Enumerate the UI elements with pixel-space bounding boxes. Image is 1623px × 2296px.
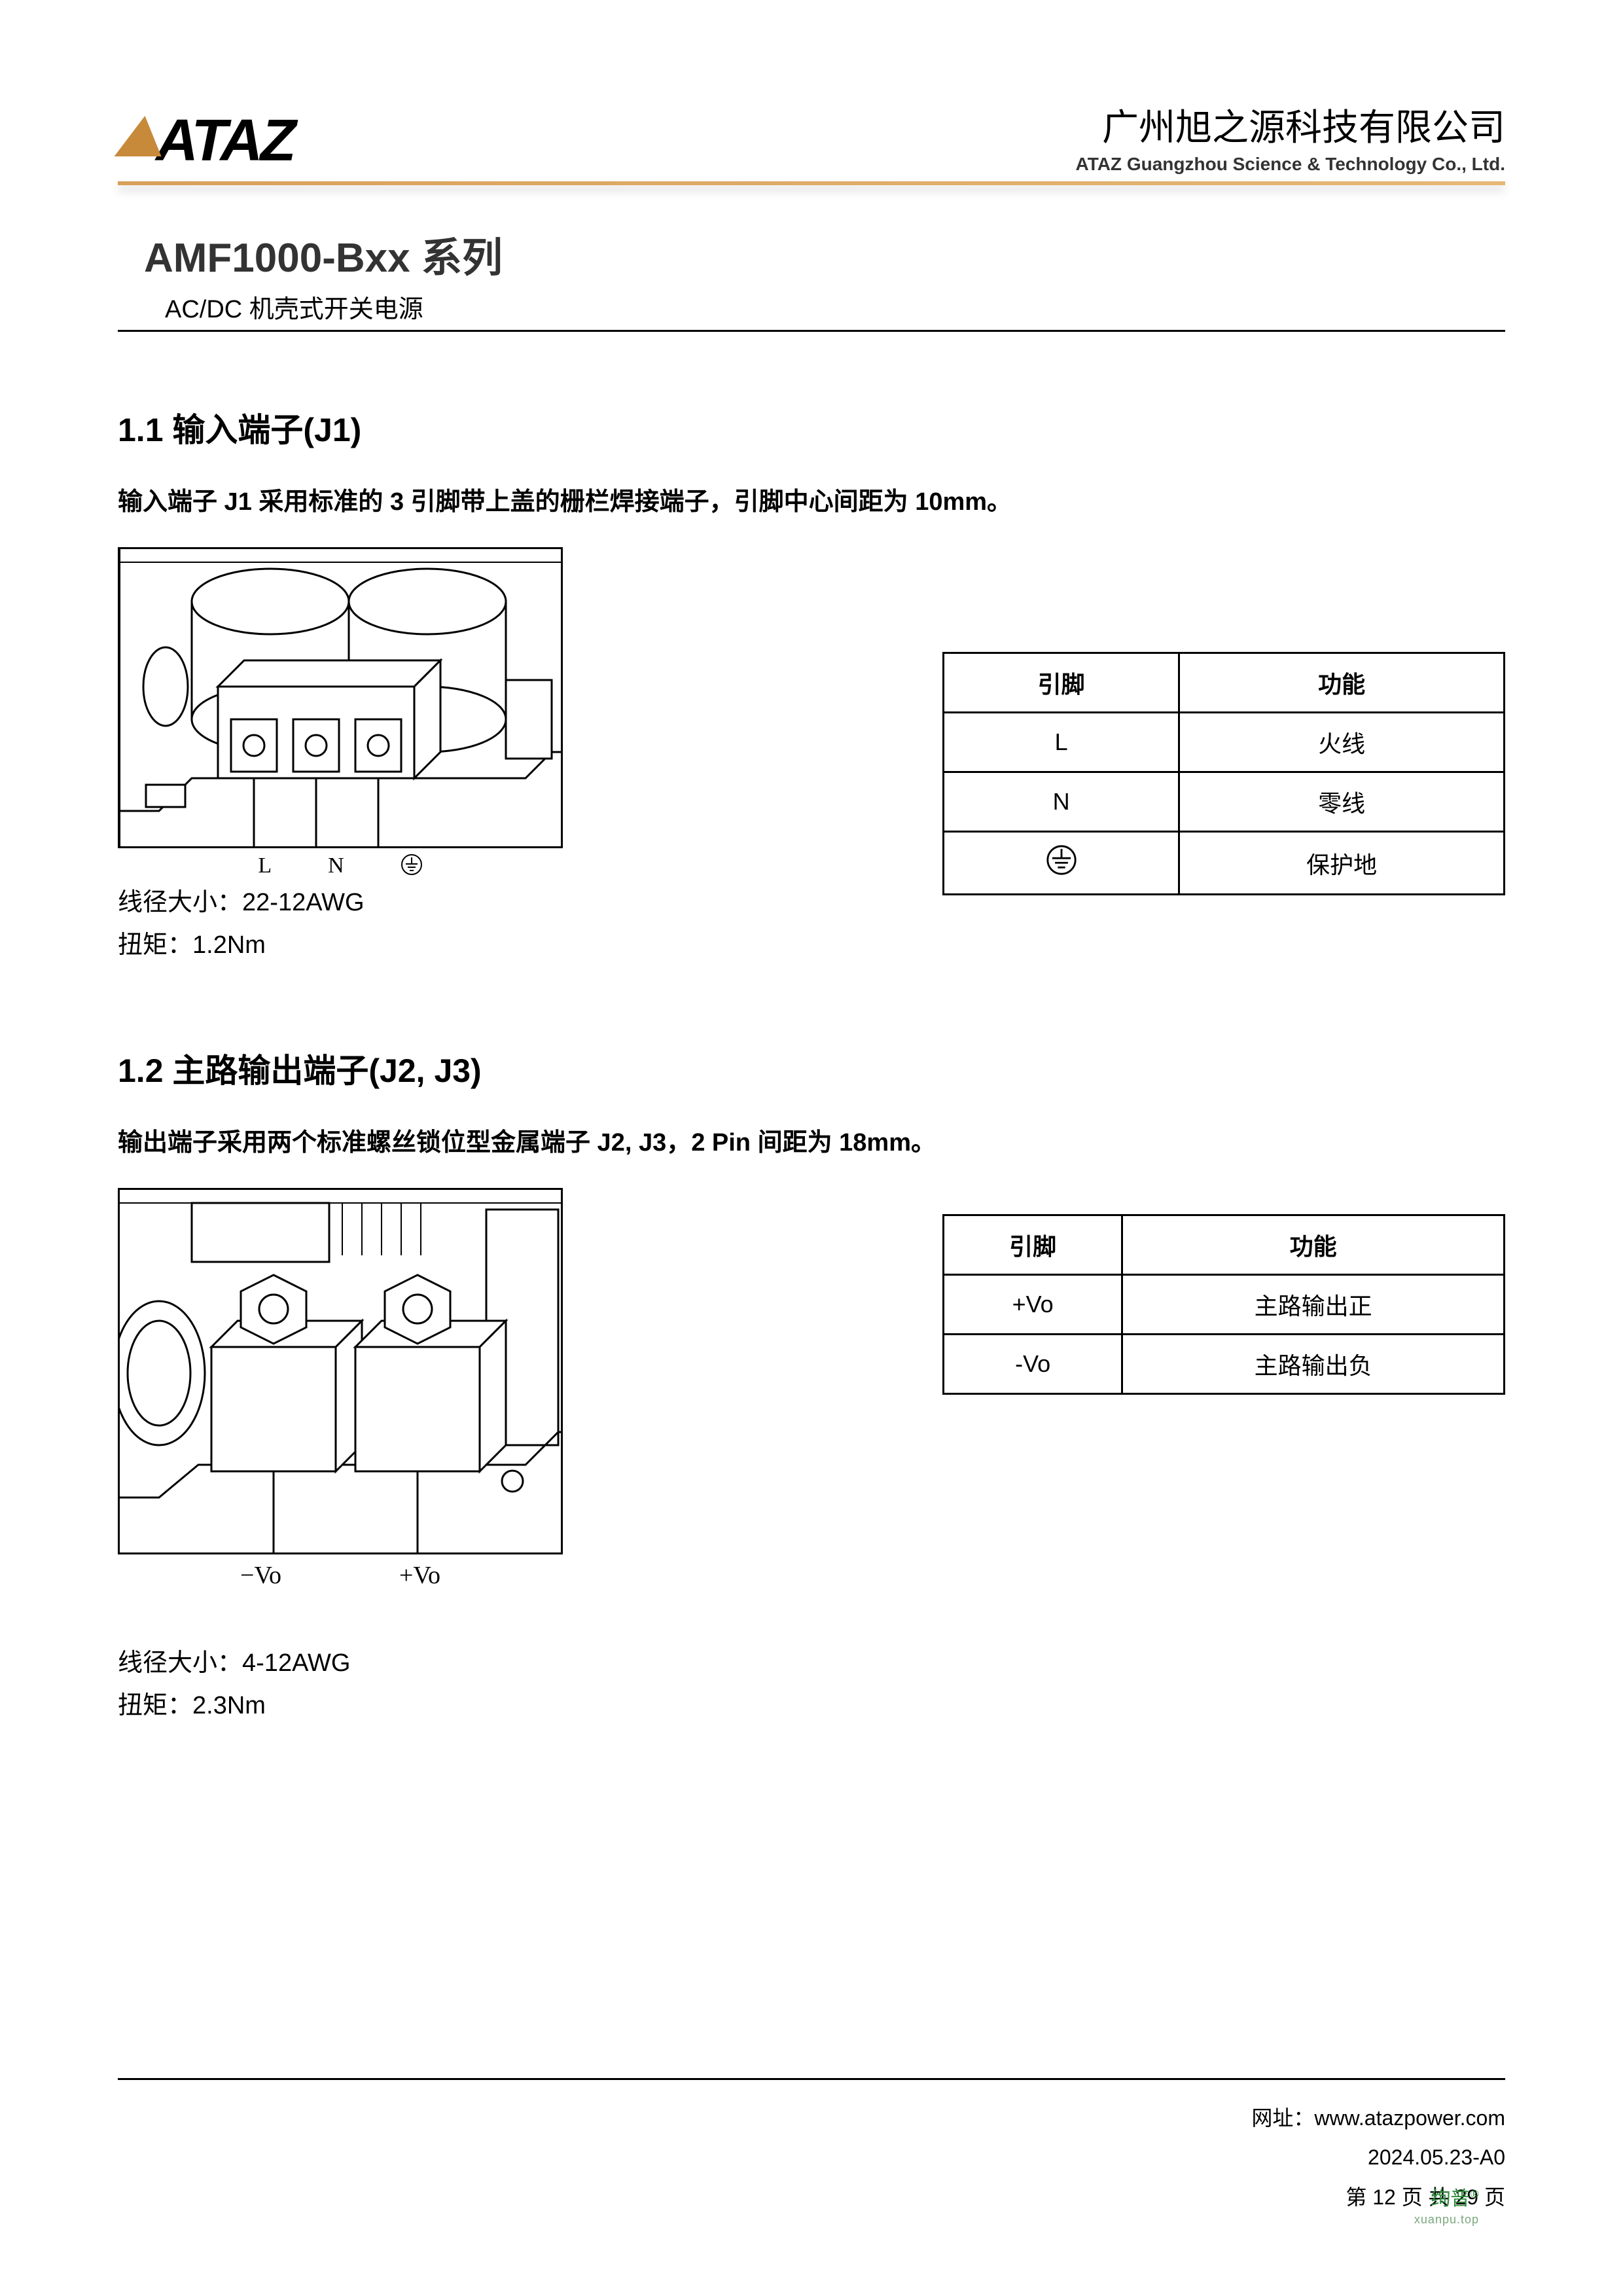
pin-label-l: L	[258, 853, 272, 882]
company-name-en: ATAZ Guangzhou Science & Technology Co.,…	[1076, 154, 1505, 175]
section-input-terminal: 1.1 输入端子(J1) 输入端子 J1 采用标准的 3 引脚带上盖的栅栏焊接端…	[118, 404, 1505, 966]
logo-text: ATAZ	[156, 108, 294, 173]
cell-func: 火线	[1179, 713, 1505, 772]
footer-page-number: 第 12 页 共 29 页	[118, 2178, 1505, 2217]
cell-func: 保护地	[1179, 832, 1505, 895]
cell-func: 主路输出正	[1122, 1275, 1505, 1335]
torque-label: 扭矩：	[118, 931, 192, 959]
company-name-cn: 广州旭之源科技有限公司	[1076, 98, 1505, 151]
page-footer: 网址：www.atazpower.com 2024.05.23-A0 第 12 …	[118, 2078, 1505, 2217]
input-wire-spec: 线径大小：22-12AWG	[118, 882, 563, 924]
output-pin-table: 引脚 功能 +Vo 主路输出正 -Vo 主路输出负	[942, 1214, 1505, 1395]
input-pin-labels: L N	[118, 853, 563, 882]
table-header-row: 引脚 功能	[944, 653, 1505, 713]
wire-value: 4-12AWG	[242, 1649, 350, 1677]
ground-icon	[401, 853, 423, 882]
footer-divider	[118, 2078, 1505, 2080]
page-header: ATAZ 广州旭之源科技有限公司 ATAZ Guangzhou Science …	[118, 98, 1505, 175]
company-block: 广州旭之源科技有限公司 ATAZ Guangzhou Science & Tec…	[1076, 98, 1505, 175]
ground-icon	[1046, 844, 1077, 882]
table-header-row: 引脚 功能	[944, 1215, 1505, 1275]
cell-pin: -Vo	[944, 1335, 1122, 1394]
series-title: AMF1000-Bxx 系列	[144, 224, 1505, 283]
watermark-url: xuanpu.top	[1414, 2213, 1479, 2227]
header-divider	[118, 181, 1505, 185]
series-subtitle: AC/DC 机壳式开关电源	[165, 289, 1505, 325]
input-terminal-drawing	[120, 549, 563, 848]
section-1-2-heading: 1.2 主路输出端子(J2, J3)	[118, 1045, 1505, 1092]
cell-pin: +Vo	[944, 1275, 1122, 1335]
pin-label-pos-vo: +Vo	[399, 1561, 440, 1590]
table-row: -Vo 主路输出负	[944, 1335, 1505, 1394]
wire-label: 线径大小：	[118, 889, 242, 916]
pin-label-n: N	[328, 853, 344, 882]
table-row: L 火线	[944, 713, 1505, 772]
pin-label-neg-vo: −Vo	[240, 1561, 281, 1590]
table-row: 保护地	[944, 832, 1505, 895]
output-wire-spec: 线径大小：4-12AWG	[118, 1642, 563, 1685]
torque-value: 2.3Nm	[192, 1692, 266, 1719]
section-1-2-desc: 输出端子采用两个标准螺丝锁位型金属端子 J2, J3，2 Pin 间距为 18m…	[118, 1124, 1505, 1162]
table-row: +Vo 主路输出正	[944, 1275, 1505, 1335]
input-terminal-figure: L N 线径大小：22-12AWG 扭矩：1.2Nm	[118, 547, 563, 966]
col-func: 功能	[1122, 1215, 1505, 1275]
cell-pin: N	[944, 772, 1179, 832]
cell-pin: L	[944, 713, 1179, 772]
col-pin: 引脚	[944, 1215, 1122, 1275]
section-output-terminal: 1.2 主路输出端子(J2, J3) 输出端子采用两个标准螺丝锁位型金属端子 J…	[118, 1045, 1505, 1727]
cell-func: 零线	[1179, 772, 1505, 832]
section-1-1-heading: 1.1 输入端子(J1)	[118, 404, 1505, 451]
output-pin-labels: −Vo +Vo	[118, 1561, 563, 1590]
wire-label: 线径大小：	[118, 1649, 242, 1677]
input-pin-table: 引脚 功能 L 火线 N 零线	[942, 652, 1505, 895]
watermark-brand: 绚普®	[1431, 2182, 1479, 2211]
logo-triangle-icon	[115, 116, 169, 156]
table-row: N 零线	[944, 772, 1505, 832]
torque-value: 1.2Nm	[192, 931, 266, 959]
registered-icon: ®	[1470, 2187, 1479, 2200]
footer-date-rev: 2024.05.23-A0	[118, 2138, 1505, 2178]
section-1-1-desc: 输入端子 J1 采用标准的 3 引脚带上盖的栅栏焊接端子，引脚中心间距为 10m…	[118, 484, 1505, 521]
input-torque-spec: 扭矩：1.2Nm	[118, 924, 563, 967]
col-pin: 引脚	[944, 653, 1179, 713]
col-func: 功能	[1179, 653, 1505, 713]
output-torque-spec: 扭矩：2.3Nm	[118, 1685, 563, 1727]
footer-url: 网址：www.atazpower.com	[118, 2098, 1505, 2138]
wire-value: 22-12AWG	[242, 889, 365, 916]
cell-func: 主路输出负	[1122, 1335, 1505, 1394]
output-terminal-drawing	[120, 1190, 563, 1554]
torque-label: 扭矩：	[118, 1692, 192, 1719]
cell-pin-ground	[944, 832, 1179, 895]
output-terminal-figure: −Vo +Vo 线径大小：4-12AWG 扭矩：2.3Nm	[118, 1188, 563, 1727]
brand-logo: ATAZ	[118, 107, 294, 175]
title-divider	[118, 330, 1505, 332]
